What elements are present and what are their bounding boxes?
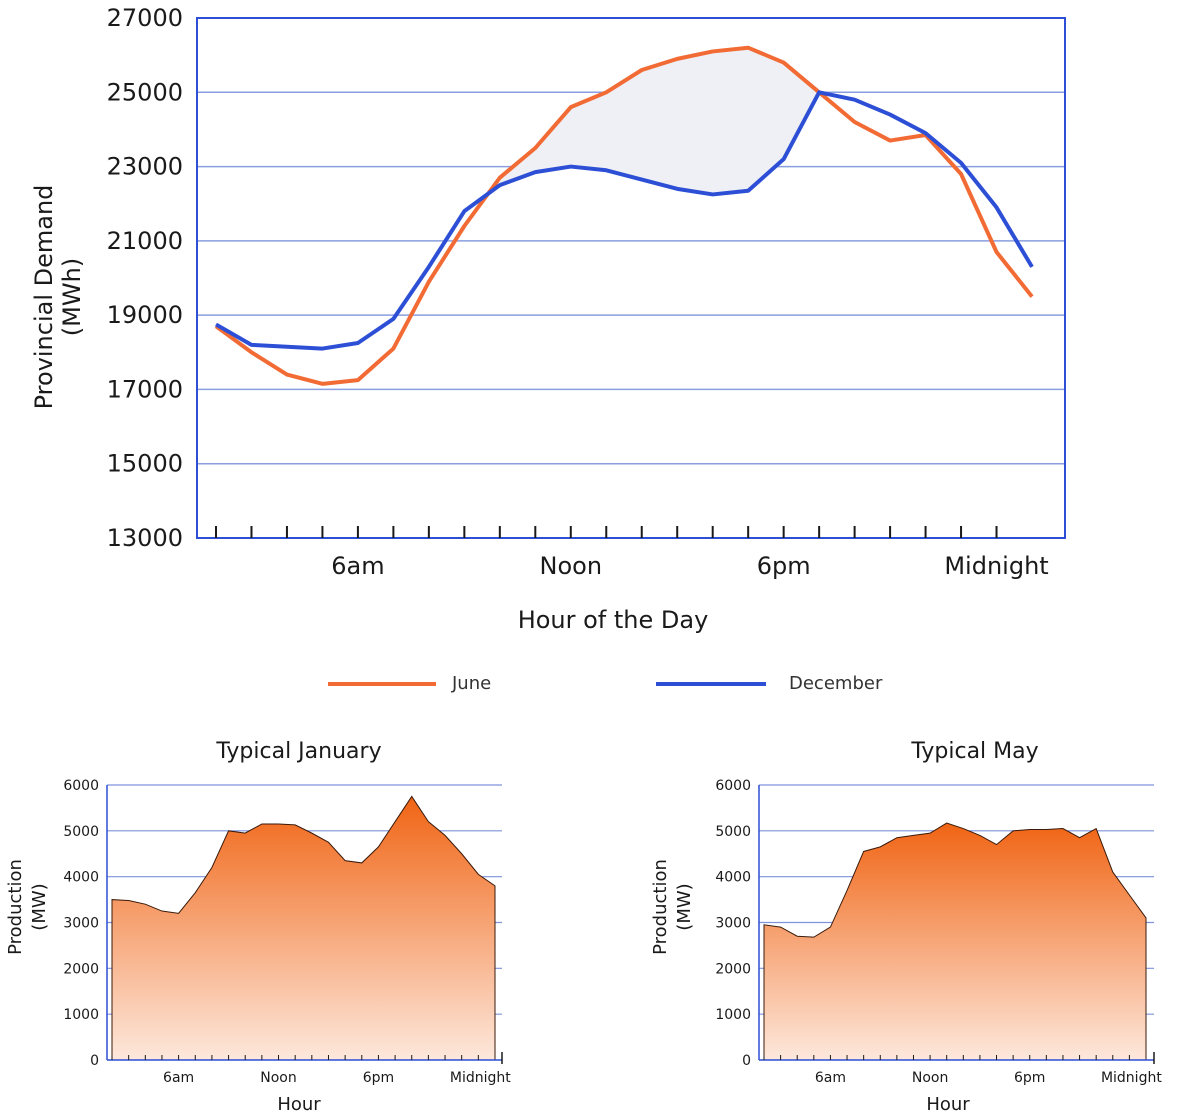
main-x-tick-label: Noon bbox=[540, 552, 603, 580]
jan-y-tick-label: 6000 bbox=[63, 778, 99, 794]
may-x-tick-label: Midnight bbox=[1101, 1070, 1162, 1086]
jan-y-tick-label: 1000 bbox=[63, 1007, 99, 1023]
jan-x-tick-label: 6am bbox=[163, 1070, 194, 1086]
main-x-tick-labels: 6am Noon 6pm Midnight bbox=[331, 552, 1048, 580]
may-y-tick-label: 3000 bbox=[715, 916, 751, 932]
january-y-tick-labels: 0 1000 2000 3000 4000 5000 6000 bbox=[63, 778, 99, 1069]
jan-y-tick-label: 2000 bbox=[63, 961, 99, 977]
main-plot-frame bbox=[196, 17, 1066, 539]
may-x-tick-labels: 6am Noon 6pm Midnight bbox=[815, 1070, 1162, 1086]
may-y-tick-label: 0 bbox=[742, 1053, 751, 1069]
x-axis-title: Hour of the Day bbox=[518, 606, 709, 634]
jan-y-tick-label: 5000 bbox=[63, 824, 99, 840]
main-series-lines bbox=[214, 45, 1034, 386]
may-y-tick-label: 2000 bbox=[715, 961, 751, 977]
may-x-tick-label: Noon bbox=[912, 1070, 948, 1086]
january-area-chart: Typical January 0 1000 2000 3000 4000 5000 600… bbox=[5, 739, 511, 1114]
january-x-tick-labels: 6am Noon 6pm Midnight bbox=[163, 1070, 511, 1086]
jan-x-tick-label: Noon bbox=[260, 1070, 296, 1086]
jan-x-tick-label: 6pm bbox=[363, 1070, 394, 1086]
may-y-tick-labels: 0 1000 2000 3000 4000 5000 6000 bbox=[715, 778, 751, 1069]
may-x-axis-title: Hour bbox=[926, 1094, 970, 1114]
main-y-tick-label: 19000 bbox=[107, 301, 183, 329]
main-y-tick-label: 21000 bbox=[107, 227, 183, 255]
june-series-line bbox=[214, 45, 1034, 386]
main-y-tick-labels: 13000 15000 17000 19000 21000 23000 25000 27000 bbox=[107, 4, 183, 552]
main-x-tick-label: 6am bbox=[331, 552, 384, 580]
may-y-tick-label: 5000 bbox=[715, 824, 751, 840]
december-series-line bbox=[215, 90, 1034, 351]
main-y-tick-label: 25000 bbox=[107, 78, 183, 106]
may-area-chart: Typical May 0 1000 2000 3000 4000 5000 6000 6a… bbox=[650, 739, 1162, 1114]
y-axis-title-line1: Provincial Demand bbox=[30, 185, 58, 410]
may-y-tick-label: 4000 bbox=[715, 870, 751, 886]
main-y-tick-label: 27000 bbox=[107, 4, 183, 32]
may-x-tick-label: 6pm bbox=[1014, 1070, 1045, 1086]
may-x-tick-label: 6am bbox=[815, 1070, 846, 1086]
january-axes bbox=[106, 785, 503, 1064]
may-axes bbox=[758, 785, 1155, 1064]
jan-y-tick-label: 4000 bbox=[63, 870, 99, 886]
may-y-axis-title-line1: Production bbox=[650, 859, 671, 955]
main-y-tick-label: 23000 bbox=[107, 153, 183, 181]
jan-y-tick-label: 3000 bbox=[63, 916, 99, 932]
legend-label-june: June bbox=[451, 673, 491, 694]
may-y-axis-title-line2: (MW) bbox=[674, 883, 695, 930]
main-y-tick-label: 15000 bbox=[107, 450, 183, 478]
main-x-ticks bbox=[215, 526, 998, 538]
january-y-axis-title-line2: (MW) bbox=[29, 883, 50, 930]
main-x-tick-label: Midnight bbox=[944, 552, 1048, 580]
demand-gap-shading bbox=[499, 47, 820, 195]
january-y-axis-title-line1: Production bbox=[5, 859, 26, 955]
demand-line-chart: 13000 15000 17000 19000 21000 23000 25000 27000… bbox=[30, 4, 1066, 694]
jan-x-tick-label: Midnight bbox=[450, 1070, 511, 1086]
legend-label-december: December bbox=[789, 673, 883, 694]
may-production-area bbox=[763, 822, 1147, 1061]
main-y-tick-label: 17000 bbox=[107, 375, 183, 403]
main-y-tick-label: 13000 bbox=[107, 524, 183, 552]
january-title: Typical January bbox=[215, 739, 381, 764]
may-y-tick-label: 6000 bbox=[715, 778, 751, 794]
may-title: Typical May bbox=[910, 739, 1038, 764]
y-axis-title-line2: (MWh) bbox=[58, 258, 86, 336]
jan-y-tick-label: 0 bbox=[90, 1053, 99, 1069]
may-y-tick-label: 1000 bbox=[715, 1007, 751, 1023]
january-x-axis-title: Hour bbox=[277, 1094, 321, 1114]
main-x-tick-label: 6pm bbox=[757, 552, 811, 580]
legend: June December bbox=[328, 673, 883, 694]
january-production-area bbox=[111, 795, 496, 1061]
